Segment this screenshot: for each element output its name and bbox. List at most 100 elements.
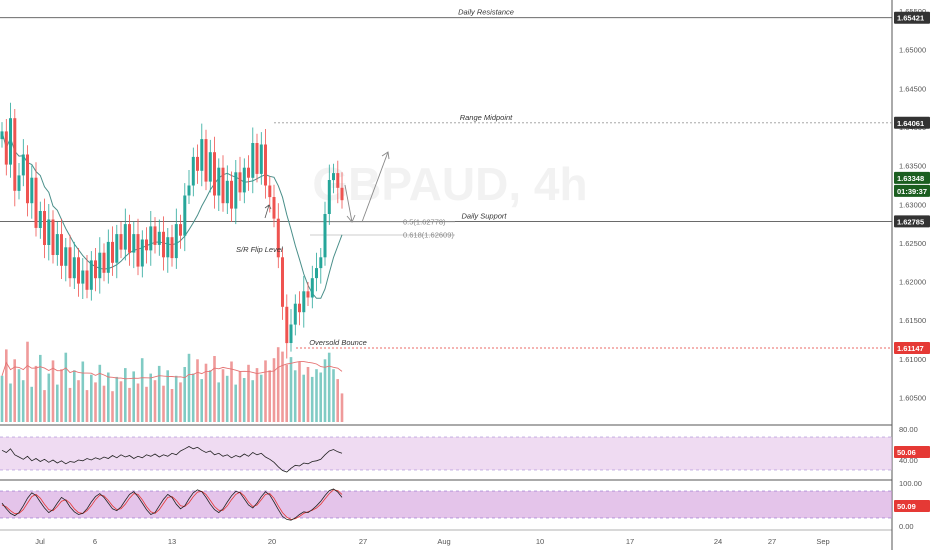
candle-body[interactable] [196, 156, 199, 171]
candle-body[interactable] [310, 278, 314, 298]
candle-body[interactable] [123, 224, 127, 250]
candle-body[interactable] [251, 143, 255, 178]
candle-body[interactable] [85, 270, 89, 290]
candle-body[interactable] [272, 197, 276, 219]
candle-body[interactable] [306, 291, 310, 298]
candle-body[interactable] [183, 195, 187, 236]
candle-body[interactable] [238, 172, 242, 193]
time-tick: 17 [626, 537, 634, 546]
candle-body[interactable] [98, 252, 102, 279]
candle-body[interactable] [332, 173, 335, 181]
candle-body[interactable] [170, 237, 174, 259]
candle-body[interactable] [21, 154, 25, 176]
volume-bar [247, 364, 250, 422]
volume-bar [196, 359, 199, 422]
candle-body[interactable] [340, 187, 344, 201]
candle-body[interactable] [162, 231, 165, 258]
candle-body[interactable] [0, 131, 4, 140]
candle-body[interactable] [302, 291, 306, 313]
candle-body[interactable] [17, 175, 21, 191]
candle-body[interactable] [34, 177, 38, 228]
candle-body[interactable] [153, 226, 157, 245]
candle-body[interactable] [102, 252, 106, 273]
volume-bar [298, 361, 301, 422]
candle-body[interactable] [43, 211, 46, 245]
candle-body[interactable] [94, 260, 97, 279]
candle-body[interactable] [30, 177, 34, 204]
candle-body[interactable] [268, 185, 272, 198]
volume-bars [0, 341, 344, 422]
candle-body[interactable] [187, 185, 191, 196]
candle-body[interactable] [13, 118, 17, 191]
fibonacci-levels[interactable]: 0.5(1.62778) 0.618(1.62609) [310, 217, 455, 240]
candle-body[interactable] [47, 219, 51, 246]
candle-body[interactable] [242, 167, 246, 193]
projection-arrows[interactable] [264, 151, 390, 223]
candle-body[interactable] [230, 180, 233, 209]
candle-body[interactable] [132, 234, 136, 253]
candlesticks[interactable] [0, 102, 344, 359]
candle-body[interactable] [259, 144, 263, 174]
candle-body[interactable] [4, 131, 8, 165]
candle-body[interactable] [221, 167, 225, 204]
candle-body[interactable] [217, 167, 221, 196]
candle-body[interactable] [77, 257, 80, 284]
candle-body[interactable] [298, 303, 301, 313]
up-arrow-line[interactable] [361, 151, 389, 223]
candle-body[interactable] [191, 156, 195, 186]
candle-body[interactable] [60, 234, 63, 266]
candle-body[interactable] [264, 144, 267, 186]
candle-body[interactable] [204, 139, 208, 182]
candle-body[interactable] [225, 180, 229, 204]
candle-body[interactable] [213, 152, 216, 196]
candle-body[interactable] [319, 257, 323, 269]
candle-body[interactable] [55, 234, 59, 255]
candle-body[interactable] [38, 211, 42, 228]
candle-body[interactable] [281, 257, 284, 307]
horizontal-levels[interactable]: Daily Resistance Range Midpoint Daily Supp… [0, 8, 892, 349]
down-arrow-line[interactable] [344, 184, 353, 223]
current-price-tag [894, 171, 930, 184]
candle-body[interactable] [140, 239, 144, 267]
candle-body[interactable] [208, 152, 212, 182]
candle-body[interactable] [276, 218, 280, 258]
candle-body[interactable] [179, 224, 182, 236]
candle-body[interactable] [234, 172, 238, 209]
candle-body[interactable] [9, 118, 12, 165]
candle-body[interactable] [128, 224, 131, 253]
candle-body[interactable] [68, 247, 72, 279]
candle-body[interactable] [293, 303, 297, 325]
candle-body[interactable] [157, 231, 161, 245]
candle-body[interactable] [89, 260, 93, 290]
candle-body[interactable] [166, 237, 170, 258]
candle-body[interactable] [327, 180, 331, 214]
candle-body[interactable] [64, 247, 68, 266]
candle-body[interactable] [323, 214, 327, 258]
candle-body[interactable] [315, 268, 318, 279]
candle-body[interactable] [26, 154, 29, 204]
candle-body[interactable] [136, 234, 140, 267]
candle-body[interactable] [255, 143, 259, 174]
candle-body[interactable] [174, 224, 178, 259]
volume-bar [323, 359, 327, 422]
candle-body[interactable] [119, 234, 123, 250]
candle-body[interactable] [336, 173, 340, 188]
candle-body[interactable] [247, 167, 250, 178]
candle-body[interactable] [72, 257, 76, 279]
candle-body[interactable] [149, 226, 153, 251]
volume-bar [234, 384, 237, 422]
candle-body[interactable] [115, 234, 119, 263]
candle-body[interactable] [200, 139, 204, 171]
volume-bar [43, 390, 46, 422]
candle-body[interactable] [51, 219, 55, 256]
price-tick: 1.63000 [899, 200, 926, 209]
level-price-tag-text: 1.64061 [897, 119, 924, 128]
candle-body[interactable] [285, 306, 289, 344]
candle-body[interactable] [81, 270, 85, 284]
candle-body[interactable] [289, 324, 293, 344]
candle-body[interactable] [111, 241, 114, 263]
candle-body[interactable] [145, 239, 148, 251]
candle-body[interactable] [106, 241, 110, 273]
